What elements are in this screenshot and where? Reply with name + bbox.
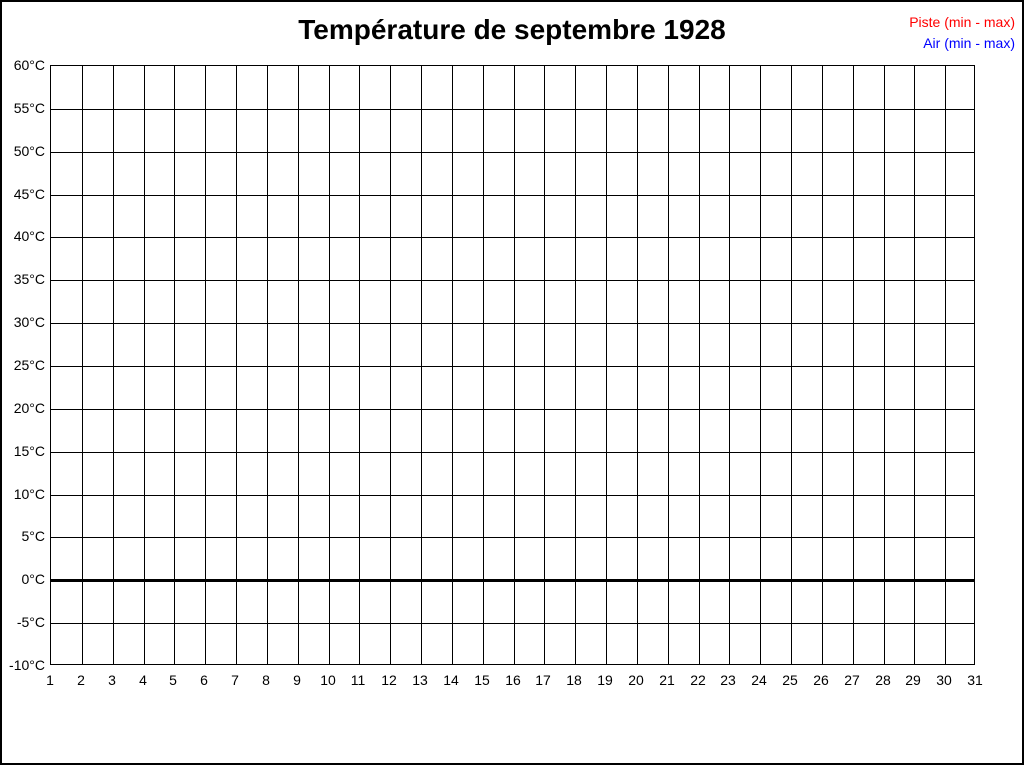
x-tick-label: 8 — [262, 672, 270, 688]
gridline-horizontal — [51, 623, 974, 624]
x-tick-label: 4 — [139, 672, 147, 688]
gridline-vertical — [729, 66, 730, 664]
x-tick-label: 22 — [690, 672, 706, 688]
x-tick-label: 13 — [412, 672, 428, 688]
y-tick-label: -5°C — [16, 614, 45, 630]
gridline-vertical — [113, 66, 114, 664]
x-tick-label: 1 — [46, 672, 54, 688]
x-tick-label: 30 — [936, 672, 952, 688]
y-tick-label: 55°C — [13, 100, 45, 116]
x-tick-label: 5 — [169, 672, 177, 688]
gridline-vertical — [390, 66, 391, 664]
gridline-vertical — [298, 66, 299, 664]
x-tick-label: 31 — [967, 672, 983, 688]
x-tick-label: 10 — [320, 672, 336, 688]
x-tick-label: 27 — [844, 672, 860, 688]
chart-title: Température de septembre 1928 — [298, 14, 726, 45]
x-tick-label: 25 — [782, 672, 798, 688]
y-tick-label: 0°C — [21, 571, 46, 587]
gridline-vertical — [575, 66, 576, 664]
gridline-vertical — [791, 66, 792, 664]
legend-item-piste: Piste (min - max) — [909, 14, 1015, 30]
y-tick-label: 50°C — [13, 143, 45, 159]
legend-item-air: Air (min - max) — [923, 35, 1015, 51]
gridline-horizontal — [51, 409, 974, 410]
y-tick-label: 5°C — [21, 528, 46, 544]
gridline-vertical — [421, 66, 422, 664]
gridline-vertical — [822, 66, 823, 664]
x-tick-label: 12 — [381, 672, 397, 688]
x-tick-label: 2 — [77, 672, 85, 688]
x-tick-label: 26 — [813, 672, 829, 688]
x-tick-label: 24 — [751, 672, 767, 688]
gridline-vertical — [853, 66, 854, 664]
y-tick-label: 25°C — [13, 357, 45, 373]
gridline-vertical — [144, 66, 145, 664]
gridline-vertical — [945, 66, 946, 664]
gridline-horizontal — [51, 366, 974, 367]
gridline-vertical — [82, 66, 83, 664]
x-tick-label: 16 — [505, 672, 521, 688]
gridline-vertical — [544, 66, 545, 664]
gridline-horizontal — [51, 280, 974, 281]
gridline-horizontal — [51, 195, 974, 196]
y-tick-label: 10°C — [13, 486, 45, 502]
zero-degree-line — [51, 579, 974, 582]
gridline-horizontal — [51, 109, 974, 110]
gridline-vertical — [267, 66, 268, 664]
gridline-vertical — [236, 66, 237, 664]
gridline-vertical — [329, 66, 330, 664]
gridline-vertical — [205, 66, 206, 664]
x-tick-label: 29 — [905, 672, 921, 688]
y-tick-label: 15°C — [13, 443, 45, 459]
plot-area — [50, 65, 975, 665]
y-tick-label: 45°C — [13, 186, 45, 202]
gridline-vertical — [483, 66, 484, 664]
gridline-vertical — [914, 66, 915, 664]
y-tick-label: 30°C — [13, 314, 45, 330]
x-tick-label: 19 — [597, 672, 613, 688]
gridline-horizontal — [51, 495, 974, 496]
x-tick-label: 14 — [443, 672, 459, 688]
gridline-vertical — [668, 66, 669, 664]
y-tick-label: 35°C — [13, 271, 45, 287]
y-tick-label: 20°C — [13, 400, 45, 416]
gridline-vertical — [699, 66, 700, 664]
gridline-vertical — [514, 66, 515, 664]
gridline-horizontal — [51, 537, 974, 538]
gridline-vertical — [174, 66, 175, 664]
gridline-horizontal — [51, 323, 974, 324]
y-tick-label: -10°C — [9, 657, 45, 673]
x-tick-label: 28 — [875, 672, 891, 688]
x-tick-label: 6 — [200, 672, 208, 688]
gridline-horizontal — [51, 237, 974, 238]
x-tick-label: 11 — [350, 672, 366, 688]
x-tick-label: 23 — [720, 672, 736, 688]
gridline-vertical — [760, 66, 761, 664]
gridline-vertical — [359, 66, 360, 664]
x-tick-label: 18 — [566, 672, 582, 688]
gridline-horizontal — [51, 152, 974, 153]
gridline-horizontal — [51, 452, 974, 453]
x-tick-label: 21 — [659, 672, 675, 688]
x-tick-label: 15 — [474, 672, 490, 688]
x-tick-label: 17 — [535, 672, 551, 688]
x-tick-label: 20 — [628, 672, 644, 688]
legend: Piste (min - max) Air (min - max) — [909, 12, 1015, 54]
x-tick-label: 7 — [231, 672, 239, 688]
gridline-vertical — [884, 66, 885, 664]
gridline-vertical — [452, 66, 453, 664]
gridline-vertical — [606, 66, 607, 664]
x-tick-label: 9 — [293, 672, 301, 688]
y-tick-label: 60°C — [13, 57, 45, 73]
x-tick-label: 3 — [108, 672, 116, 688]
gridline-vertical — [637, 66, 638, 664]
y-tick-label: 40°C — [13, 228, 45, 244]
